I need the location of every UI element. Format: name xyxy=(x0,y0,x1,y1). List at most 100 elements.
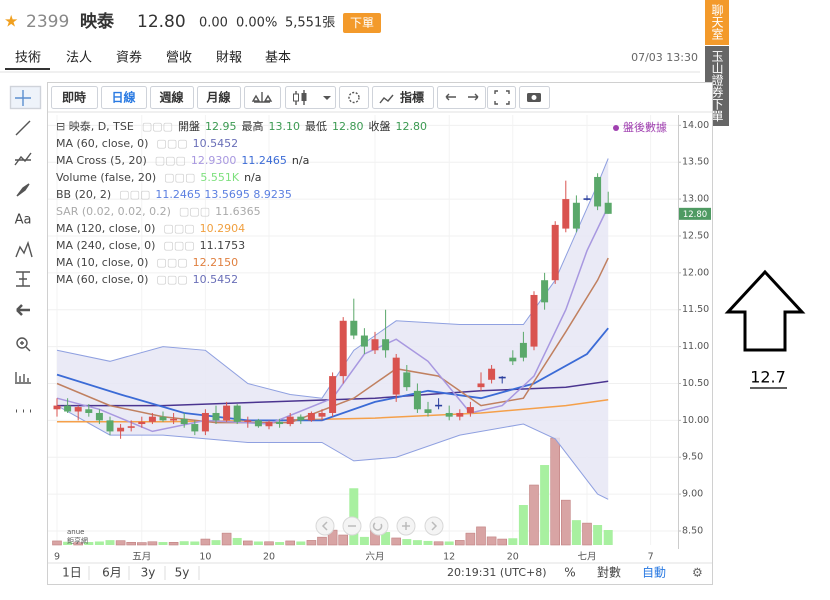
y-tick-label: 8.50 xyxy=(682,525,703,536)
legend-value: 13.10 xyxy=(269,120,301,133)
volume-bar xyxy=(381,532,391,545)
y-tick-label: 13.00 xyxy=(682,194,709,205)
legend-icons: ▢▢▢ xyxy=(119,188,150,201)
pattern-tool[interactable] xyxy=(15,240,33,258)
candle-body xyxy=(201,412,209,432)
order-label[interactable]: 下單 xyxy=(350,16,374,30)
measure-tool[interactable] xyxy=(16,271,30,287)
text-tool[interactable]: Aa xyxy=(15,213,32,228)
y-tick-label: 14.00 xyxy=(682,120,709,131)
candle-body xyxy=(329,376,337,413)
toolbar-label[interactable]: 月線 xyxy=(205,90,230,105)
toolbar-label[interactable]: 即時 xyxy=(62,90,86,105)
volume-bar xyxy=(168,541,179,546)
annotation: 12.7 xyxy=(750,368,786,387)
zoom-tool[interactable] xyxy=(20,341,31,352)
x-tick-label: 12 xyxy=(443,552,455,563)
legend-value: 12.95 xyxy=(205,120,237,133)
legend-value: 10.5452 xyxy=(193,273,239,286)
settings-icon[interactable]: ⚙ xyxy=(692,566,703,580)
scroll-right[interactable] xyxy=(424,516,444,536)
volume-bar xyxy=(317,536,327,546)
fullscreen-button[interactable] xyxy=(487,86,516,109)
fullscreen-icon xyxy=(494,90,510,105)
volume-bar xyxy=(221,532,232,546)
undo-redo-button[interactable] xyxy=(437,86,486,109)
range-option[interactable]: 1日 xyxy=(62,566,82,580)
tab[interactable]: 資券 xyxy=(116,50,142,66)
candle-body xyxy=(456,412,464,417)
datetime: 07/03 13:30 xyxy=(631,51,698,64)
chat-tab[interactable] xyxy=(705,0,729,45)
volume-bar xyxy=(423,540,433,545)
toolbar-label[interactable]: 日線 xyxy=(111,90,135,105)
legend-value: 12.2150 xyxy=(193,256,239,269)
toolbar-label[interactable]: 週線 xyxy=(159,90,183,105)
volume-bar xyxy=(402,539,412,545)
tab[interactable]: 技術 xyxy=(15,51,41,66)
volume-bar xyxy=(476,526,486,546)
tab[interactable]: 營收 xyxy=(166,51,192,66)
scale-option[interactable]: 自動 xyxy=(642,566,666,580)
range-option[interactable]: 5y xyxy=(175,566,190,580)
legend-icons: ▢▢▢ xyxy=(155,154,186,167)
scale-option[interactable]: % xyxy=(564,566,575,580)
chat-label[interactable]: 聊天室 xyxy=(710,4,724,40)
range-option[interactable]: 3y xyxy=(141,566,156,580)
broker-label[interactable]: 玉山證券下單 xyxy=(710,50,724,122)
candle-button[interactable] xyxy=(285,86,336,109)
legend-row: MA Cross (5, 20) ▢▢▢ 12.9300 11.2465 n/a xyxy=(56,154,309,167)
volume-bar xyxy=(359,536,369,545)
candle-body xyxy=(572,202,580,229)
zoom-tool[interactable] xyxy=(16,337,28,349)
volume-bar xyxy=(338,534,349,546)
toolbar-label[interactable]: 指標 xyxy=(400,90,424,105)
order-button[interactable] xyxy=(343,13,381,33)
toolbar-button[interactable] xyxy=(197,86,241,109)
candle-body xyxy=(594,176,602,207)
toolbar-button[interactable] xyxy=(101,86,147,109)
line-tool[interactable] xyxy=(15,120,31,136)
legend-icons: ▢▢▢ xyxy=(156,256,187,269)
y-tick-label: 11.50 xyxy=(682,304,709,315)
scale-option[interactable]: 對數 xyxy=(597,566,621,580)
star-icon[interactable]: ★ xyxy=(4,12,18,31)
volume-bar xyxy=(306,540,317,546)
tab[interactable]: 財報 xyxy=(216,51,242,66)
candle-body xyxy=(382,339,390,351)
candle-body xyxy=(541,280,549,303)
y-tick-label: 10.00 xyxy=(682,415,709,426)
candle-body xyxy=(117,427,125,432)
volume-bar xyxy=(137,542,147,546)
settings-button[interactable] xyxy=(339,86,369,109)
y-tick-label: 12.00 xyxy=(682,267,709,278)
toolbar-button[interactable] xyxy=(372,86,434,109)
chart-tool[interactable] xyxy=(15,372,31,384)
candle-body xyxy=(445,412,453,417)
volume-bar xyxy=(179,541,189,545)
volume-bar xyxy=(560,499,571,546)
toolbar-button[interactable] xyxy=(51,86,98,109)
tab[interactable]: 法人 xyxy=(66,51,92,66)
back-tool[interactable] xyxy=(16,304,30,316)
volume-bar xyxy=(349,488,359,545)
legend-value: 10.2904 xyxy=(200,222,246,235)
legend-value: n/a xyxy=(244,171,261,184)
range-option[interactable]: 6月 xyxy=(102,566,122,580)
scroll-left[interactable] xyxy=(315,516,335,536)
price-tag xyxy=(679,207,711,220)
tab[interactable]: 基本 xyxy=(265,51,291,66)
up-arrow xyxy=(724,269,806,352)
legend-value: 12.80 xyxy=(396,120,428,133)
candle-body xyxy=(159,416,167,421)
logo-text: anue xyxy=(67,528,84,536)
candle-body xyxy=(562,199,570,229)
brush-tool[interactable] xyxy=(16,183,30,197)
candle-body xyxy=(477,383,485,388)
legend-row: MA (240, close, 0) ▢▢▢ 11.1753 xyxy=(56,239,245,252)
volume-bar xyxy=(200,538,211,546)
reset[interactable] xyxy=(369,516,389,536)
candle-body xyxy=(138,421,146,425)
fib-tool[interactable] xyxy=(14,152,32,166)
toolbar-button[interactable] xyxy=(150,86,194,109)
